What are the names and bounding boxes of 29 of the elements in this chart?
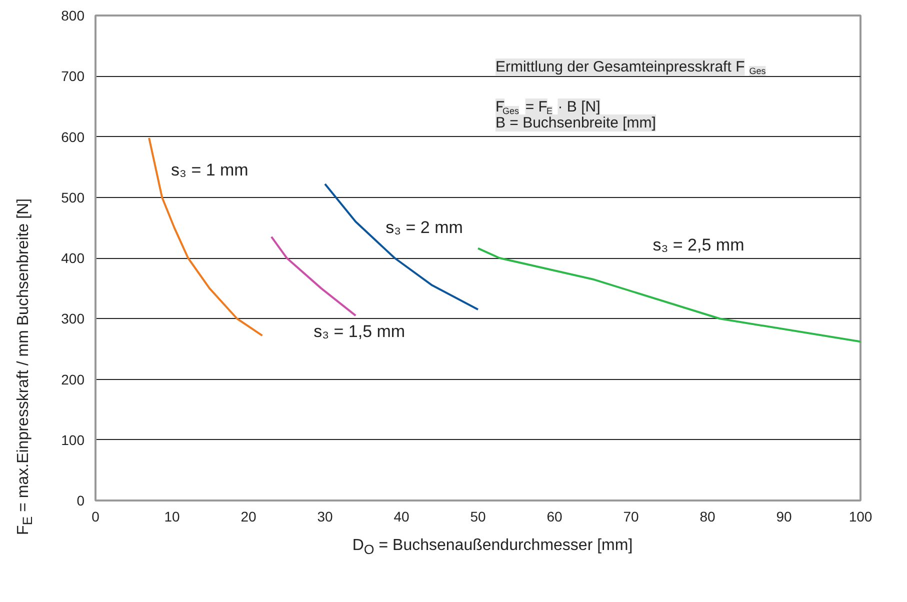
y-tick-label: 400 [61,250,85,266]
series-label: s₃ = 1 mm [171,160,248,180]
y-tick-label: 500 [61,189,85,206]
x-tick-label: 20 [240,508,256,524]
y-tick-label: 700 [61,68,85,84]
x-tick-label: 80 [700,508,716,524]
annotation: B = Buchsenbreite [mm] [495,114,656,132]
x-tick-label: 40 [394,508,410,524]
y-tick-label: 200 [61,371,85,388]
y-tick-label: 600 [61,128,85,145]
x-axis-title: D$_{O}$ = Buchsenaußendurchmesser [mm] [352,536,633,560]
series-label: s₃ = 2 mm [386,218,463,238]
x-tick-label: 0 [92,508,100,524]
y-tick-label: 800 [61,8,85,24]
series-label: s₃ = 1,5 mm [314,322,406,342]
x-tick-label: 10 [164,508,180,524]
y-tick-label: 100 [61,432,85,448]
y-tick-label: 0 [76,492,85,508]
x-tick-label: 60 [546,508,562,524]
x-tick-label: 70 [623,508,639,524]
line-series [270,236,357,317]
line-series [324,183,479,311]
x-tick-label: 50 [470,508,486,524]
x-tick-label: 90 [776,508,792,524]
x-tick-label: 30 [317,508,333,524]
line-series [148,136,264,337]
x-tick-label: 100 [848,508,872,524]
y-tick-label: 300 [61,310,85,327]
text: s₃ = 2,5 mm [652,236,744,255]
